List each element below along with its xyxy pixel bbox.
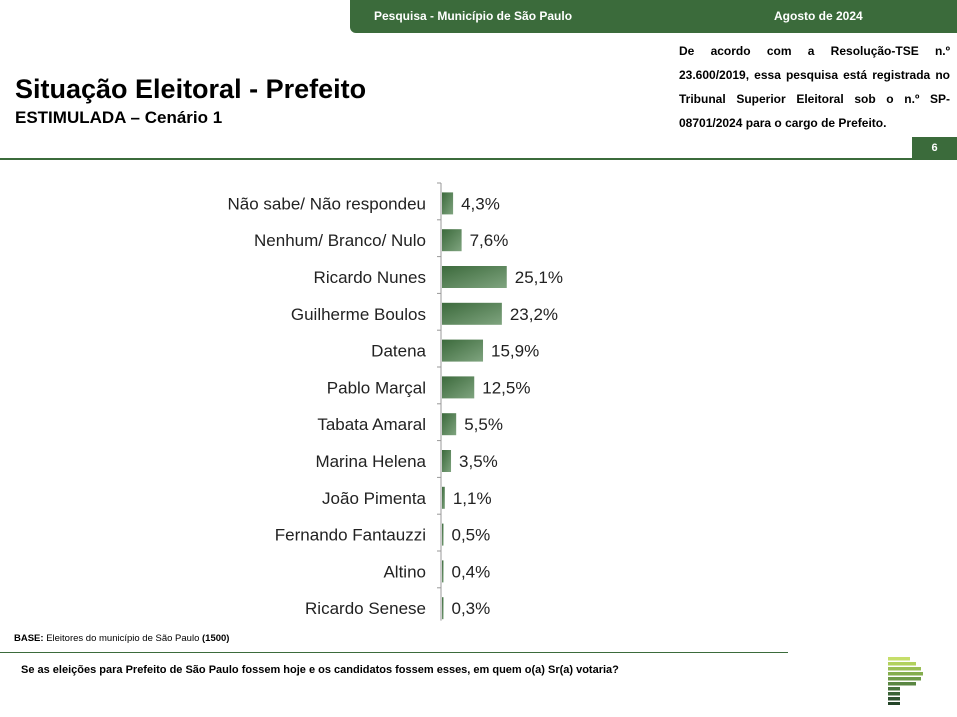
bar <box>442 266 507 288</box>
data-label: 15,9% <box>491 342 539 361</box>
survey-date: Agosto de 2024 <box>774 9 863 23</box>
data-label: 7,6% <box>470 231 509 250</box>
category-label: Fernando Fantauzzi <box>275 526 426 545</box>
footer-divider <box>0 652 788 653</box>
bar <box>442 450 452 472</box>
page-title: Situação Eleitoral - Prefeito <box>15 74 367 104</box>
category-label: Não sabe/ Não respondeu <box>228 194 426 213</box>
category-label: Nenhum/ Branco/ Nulo <box>254 231 426 250</box>
header-divider <box>0 158 912 160</box>
data-label: 3,5% <box>459 452 498 471</box>
category-label: Ricardo Nunes <box>314 268 426 287</box>
data-label: 4,3% <box>461 194 500 213</box>
data-label: 25,1% <box>515 268 563 287</box>
bar <box>442 560 444 583</box>
data-label: 0,5% <box>452 526 491 545</box>
base-note: BASE: Eleitores do município de São Paul… <box>14 633 229 644</box>
base-count: (1500) <box>202 633 230 644</box>
data-label: 5,5% <box>464 415 503 434</box>
company-logo <box>888 657 923 705</box>
base-label: BASE: <box>14 633 44 644</box>
bar <box>442 523 444 546</box>
data-label: 1,1% <box>453 489 492 508</box>
page-number: 6 <box>912 137 957 160</box>
category-label: João Pimenta <box>322 489 426 508</box>
category-label: Marina Helena <box>315 452 426 471</box>
registration-notice: De acordo com a Resolução-TSE n.º 23.600… <box>679 44 950 130</box>
data-label: 23,2% <box>510 305 558 324</box>
category-label: Tabata Amaral <box>317 415 426 434</box>
header-bar: Pesquisa - Município de São Paulo Agosto… <box>350 0 957 33</box>
bar <box>442 413 457 436</box>
bar <box>442 597 444 620</box>
bar <box>442 486 445 509</box>
page-subtitle: ESTIMULADA – Cenário 1 <box>15 108 223 127</box>
base-text: Eleitores do município de São Paulo <box>46 633 200 644</box>
bar <box>442 229 462 252</box>
category-label: Altino <box>383 562 426 581</box>
data-label: 12,5% <box>482 378 530 397</box>
category-label: Datena <box>371 342 426 361</box>
bar <box>442 192 454 215</box>
bar <box>442 339 484 362</box>
survey-question: Se as eleições para Prefeito de São Paul… <box>21 664 619 676</box>
category-label: Guilherme Boulos <box>291 305 426 324</box>
bar <box>442 376 475 399</box>
survey-title: Pesquisa - Município de São Paulo <box>374 9 573 23</box>
data-label: 0,3% <box>452 599 491 618</box>
data-label: 0,4% <box>452 562 491 581</box>
category-label: Pablo Marçal <box>327 378 426 397</box>
category-label: Ricardo Senese <box>305 599 426 618</box>
bar <box>442 302 502 325</box>
